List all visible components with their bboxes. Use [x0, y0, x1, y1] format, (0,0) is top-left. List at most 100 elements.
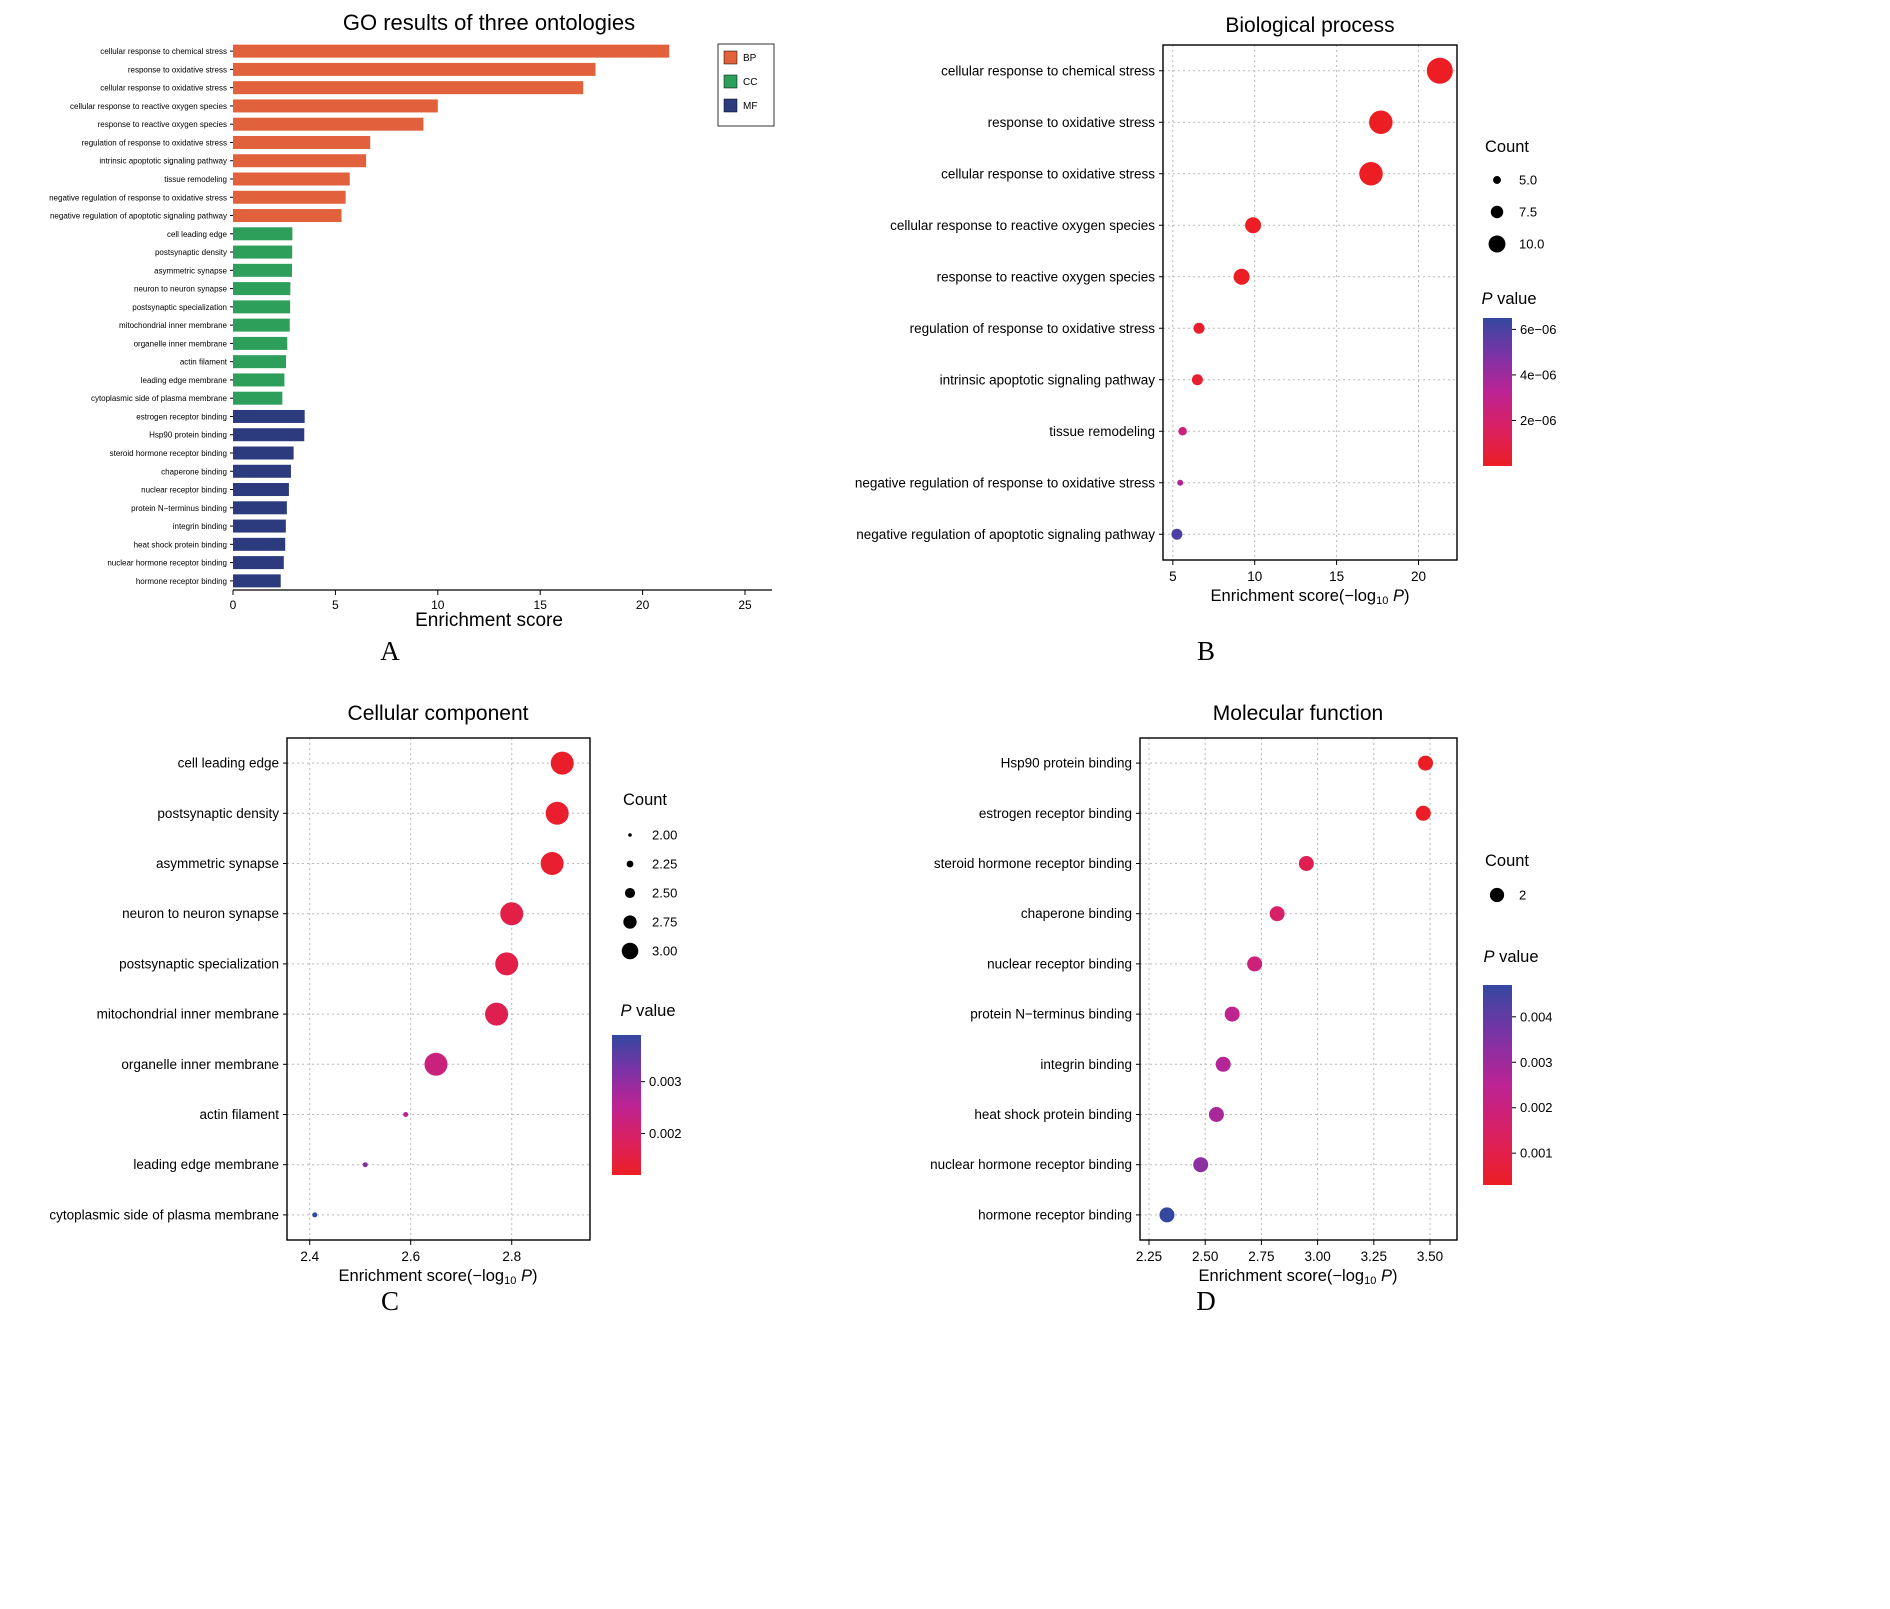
- term-label: mitochondrial inner membrane: [97, 1007, 279, 1022]
- dot: [550, 751, 574, 775]
- pvalue-legend-title: P value: [1483, 948, 1538, 966]
- bar-BP: [233, 135, 371, 149]
- cellular-component-dotplot-svg: Cellular component 2.4 2.6 2.8 cell leading …: [49, 702, 681, 1287]
- bar-label: Hsp90 protein binding: [149, 431, 227, 440]
- bar-label: hormone receptor binding: [136, 577, 227, 586]
- x-tick-label: 15: [1329, 569, 1344, 584]
- bar-BP: [233, 62, 596, 76]
- plot-border: [286, 737, 591, 1241]
- dot: [1159, 1207, 1175, 1223]
- plot-border: [1162, 44, 1458, 561]
- term-label: cytoplasmic side of plasma membrane: [49, 1207, 279, 1222]
- x-tick-label: 2.25: [1136, 1249, 1162, 1264]
- term-label: nuclear receptor binding: [987, 956, 1132, 971]
- count-legend-dot: [1490, 205, 1504, 219]
- dot: [1171, 528, 1183, 540]
- dot: [1193, 322, 1205, 334]
- count-legend-label: 2.75: [652, 915, 677, 930]
- bar-CC: [233, 391, 283, 405]
- dot: [312, 1212, 318, 1218]
- bar-CC: [233, 318, 290, 332]
- pvalue-tick-label: 0.003: [1520, 1055, 1553, 1070]
- term-label: integrin binding: [1040, 1057, 1132, 1072]
- pvalue-tick-label: 0.002: [1520, 1100, 1553, 1115]
- dot: [1208, 1107, 1224, 1122]
- count-legend-dot: [626, 860, 634, 868]
- bar-CC: [233, 263, 292, 277]
- x-tick-label: 2.4: [300, 1249, 319, 1264]
- pvalue-tick-label: 2e−06: [1520, 413, 1557, 428]
- pvalue-legend-title: P value: [620, 1002, 675, 1020]
- x-tick-label: 15: [534, 598, 548, 612]
- bar-BP: [233, 209, 342, 223]
- term-label: negative regulation of apoptotic signali…: [856, 527, 1155, 542]
- bar-label: mitochondrial inner membrane: [119, 321, 228, 330]
- bar-label: integrin binding: [173, 522, 227, 531]
- biological-process-dotplot-svg: Biological process 5 10 15 20 cellular respon…: [855, 14, 1557, 607]
- bar-BP: [233, 172, 350, 186]
- dot: [485, 1002, 509, 1026]
- bar-MF: [233, 519, 286, 533]
- count-legend-dot: [621, 942, 639, 960]
- term-label: response to oxidative stress: [988, 115, 1156, 130]
- x-axis-title: Enrichment score: [415, 610, 563, 631]
- bar-CC: [233, 227, 293, 241]
- bar-label: response to oxidative stress: [128, 65, 227, 74]
- bar-label: estrogen receptor binding: [136, 412, 227, 421]
- bar-CC: [233, 282, 291, 296]
- go-bar-chart-svg: GO results of three ontologies cellular r…: [49, 10, 775, 631]
- count-legend-dot: [1493, 176, 1501, 184]
- chart-title: Molecular function: [1213, 702, 1383, 725]
- bar-label: steroid hormone receptor binding: [110, 449, 227, 458]
- term-label: postsynaptic density: [157, 806, 279, 821]
- term-label: cellular response to reactive oxygen spe…: [890, 218, 1155, 233]
- x-tick-label: 5: [1169, 569, 1177, 584]
- count-legend-dot: [623, 915, 637, 929]
- panel-a-go-bar-chart: GO results of three ontologies cellular r…: [0, 0, 945, 680]
- dot: [424, 1052, 448, 1076]
- pvalue-colorbar: [1483, 318, 1512, 466]
- x-tick-label: 2.50: [1192, 1249, 1218, 1264]
- bar-label: cellular response to oxidative stress: [100, 84, 227, 93]
- count-legend-label: 10.0: [1519, 237, 1544, 252]
- bar-label: cytoplasmic side of plasma membrane: [91, 394, 228, 403]
- bar-label: negative regulation of response to oxida…: [49, 193, 227, 202]
- dot: [540, 852, 564, 875]
- pvalue-legend-title: P value: [1481, 290, 1536, 308]
- legend-label: CC: [743, 77, 757, 88]
- plot-border: [1139, 737, 1458, 1241]
- bar-label: negative regulation of apoptotic signali…: [50, 212, 227, 221]
- legend-swatch-MF: [723, 98, 738, 113]
- bar-label: leading edge membrane: [141, 376, 228, 385]
- bar-label: protein N−terminus binding: [131, 504, 227, 513]
- bar-MF: [233, 556, 284, 570]
- dot: [1191, 374, 1203, 386]
- term-label: tissue remodeling: [1049, 424, 1155, 439]
- panel-letter-c: C: [380, 1286, 399, 1316]
- panel-b-biological-process-dotplot: Biological process 5 10 15 20 cellular respon…: [855, 0, 1890, 680]
- bar-BP: [233, 44, 670, 58]
- dot: [403, 1112, 409, 1117]
- pvalue-tick-label: 4e−06: [1520, 367, 1557, 382]
- x-tick-label: 3.25: [1361, 1249, 1387, 1264]
- chart-title: Cellular component: [348, 702, 529, 725]
- dot: [500, 902, 524, 926]
- count-legend-label: 2.00: [652, 828, 677, 843]
- bar-MF: [233, 483, 289, 497]
- bar-label: chaperone binding: [161, 467, 227, 476]
- bar-label: cellular response to reactive oxygen spe…: [70, 102, 227, 111]
- dot: [1215, 1056, 1231, 1072]
- dot: [1298, 856, 1314, 871]
- legend-swatch-CC: [723, 74, 738, 89]
- bar-label: response to reactive oxygen species: [98, 120, 227, 129]
- term-label: chaperone binding: [1021, 906, 1132, 921]
- bar-label: organelle inner membrane: [134, 339, 228, 348]
- dot: [495, 952, 519, 976]
- bar-MF: [233, 537, 286, 551]
- pvalue-colorbar: [612, 1035, 641, 1175]
- bar-BP: [233, 154, 367, 168]
- legend-label: MF: [743, 101, 757, 112]
- bar-BP: [233, 99, 438, 113]
- bar-label: nuclear receptor binding: [141, 486, 227, 495]
- bar-CC: [233, 336, 288, 350]
